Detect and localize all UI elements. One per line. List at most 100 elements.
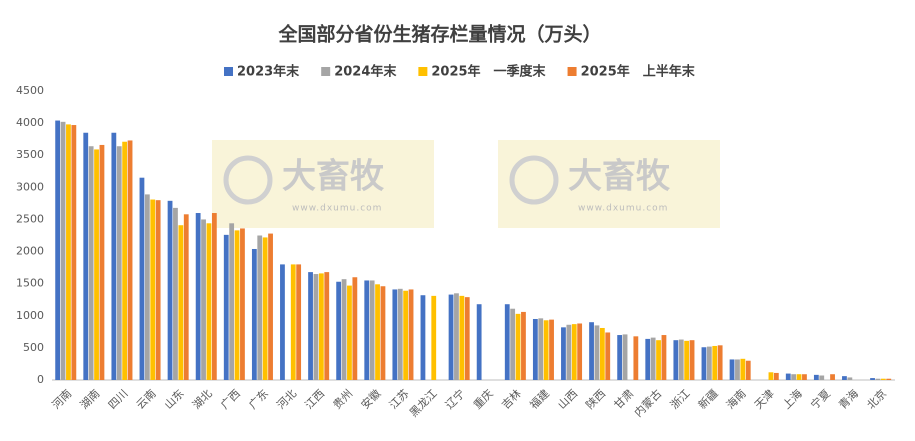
x-tick-label: 江西 xyxy=(302,387,327,412)
bar xyxy=(476,304,482,380)
x-tick-label: 上海 xyxy=(779,386,804,411)
legend-label: 2024年末 xyxy=(334,64,397,80)
y-tick-label: 2500 xyxy=(16,212,44,225)
bar xyxy=(706,346,712,380)
x-tick-label: 安徽 xyxy=(358,386,383,411)
bar xyxy=(802,374,807,380)
bar xyxy=(155,200,161,380)
bar xyxy=(420,295,426,380)
bar xyxy=(280,264,285,380)
bar xyxy=(605,332,611,380)
bar xyxy=(464,297,470,380)
legend-swatch xyxy=(567,67,577,76)
x-tick-label: 黑龙江 xyxy=(407,387,440,420)
bar xyxy=(448,294,454,380)
y-tick-label: 3000 xyxy=(16,180,44,193)
bar xyxy=(262,237,268,380)
bar xyxy=(229,223,235,380)
watermark-name: 大畜牧 xyxy=(568,157,671,197)
bar xyxy=(689,340,695,380)
bar xyxy=(324,272,330,380)
x-tick-label: 吉林 xyxy=(498,386,523,411)
bar xyxy=(543,320,549,380)
bar xyxy=(173,207,178,380)
bar xyxy=(397,288,403,380)
bar xyxy=(561,327,566,380)
bar xyxy=(206,223,212,380)
bar xyxy=(55,120,61,380)
bar xyxy=(886,378,892,380)
bar xyxy=(532,318,538,380)
bar xyxy=(538,318,544,380)
bar xyxy=(521,311,526,380)
bar xyxy=(341,279,347,380)
bar xyxy=(94,149,99,380)
bar xyxy=(504,304,510,380)
bar xyxy=(875,378,881,380)
bar xyxy=(296,264,302,380)
x-tick-label: 山西 xyxy=(555,387,580,412)
bar xyxy=(729,359,735,380)
bar xyxy=(870,378,875,380)
bar xyxy=(617,335,623,380)
bar xyxy=(645,338,651,380)
x-tick-label: 贵州 xyxy=(331,387,356,412)
bar xyxy=(336,281,342,380)
bar xyxy=(116,146,122,380)
bar xyxy=(268,233,273,380)
y-tick-label: 0 xyxy=(37,373,44,386)
bar xyxy=(150,199,156,380)
watermark-name: 大畜牧 xyxy=(282,157,385,197)
watermark-logo xyxy=(509,155,559,205)
bar xyxy=(66,124,71,380)
bar xyxy=(768,372,774,380)
bar xyxy=(352,277,358,380)
bar xyxy=(773,372,779,380)
bar xyxy=(740,358,746,380)
bar xyxy=(745,360,751,380)
bar xyxy=(139,177,145,380)
y-tick-label: 1500 xyxy=(16,277,44,290)
bar xyxy=(83,132,89,380)
bar xyxy=(144,194,150,380)
bar xyxy=(717,345,723,380)
bar xyxy=(167,200,173,380)
bar xyxy=(678,339,684,380)
bar xyxy=(183,214,189,380)
bar xyxy=(88,146,94,380)
bar xyxy=(201,219,206,380)
legend-swatch xyxy=(321,67,331,76)
bar xyxy=(791,374,797,380)
x-tick-label: 广西 xyxy=(218,387,243,412)
legend-swatch xyxy=(418,67,428,76)
x-tick-label: 江苏 xyxy=(387,387,412,412)
bar xyxy=(599,327,605,380)
x-tick-label: 辽宁 xyxy=(442,386,467,411)
bar xyxy=(369,280,375,380)
bar xyxy=(673,340,679,380)
bar xyxy=(712,345,718,380)
bar xyxy=(251,248,257,380)
bar xyxy=(842,376,847,380)
x-tick-label: 青海 xyxy=(836,386,861,411)
x-tick-label: 广东 xyxy=(246,387,271,412)
bar xyxy=(178,225,184,380)
bar xyxy=(510,308,516,380)
x-tick-label: 河南 xyxy=(50,387,75,412)
bar xyxy=(122,141,128,380)
bar xyxy=(735,359,740,380)
bar xyxy=(308,272,313,380)
y-tick-label: 4500 xyxy=(16,84,44,97)
bar xyxy=(633,336,639,380)
legend-label: 2023年末 xyxy=(237,64,300,80)
bar xyxy=(813,374,819,380)
bar xyxy=(127,140,133,380)
legend-label: 2025年 一季度末 xyxy=(431,64,546,80)
bar xyxy=(223,234,229,380)
bar xyxy=(431,295,437,380)
bar xyxy=(290,264,296,380)
y-tick-label: 4000 xyxy=(16,116,44,129)
bar xyxy=(830,374,835,380)
y-tick-label: 2000 xyxy=(16,245,44,258)
